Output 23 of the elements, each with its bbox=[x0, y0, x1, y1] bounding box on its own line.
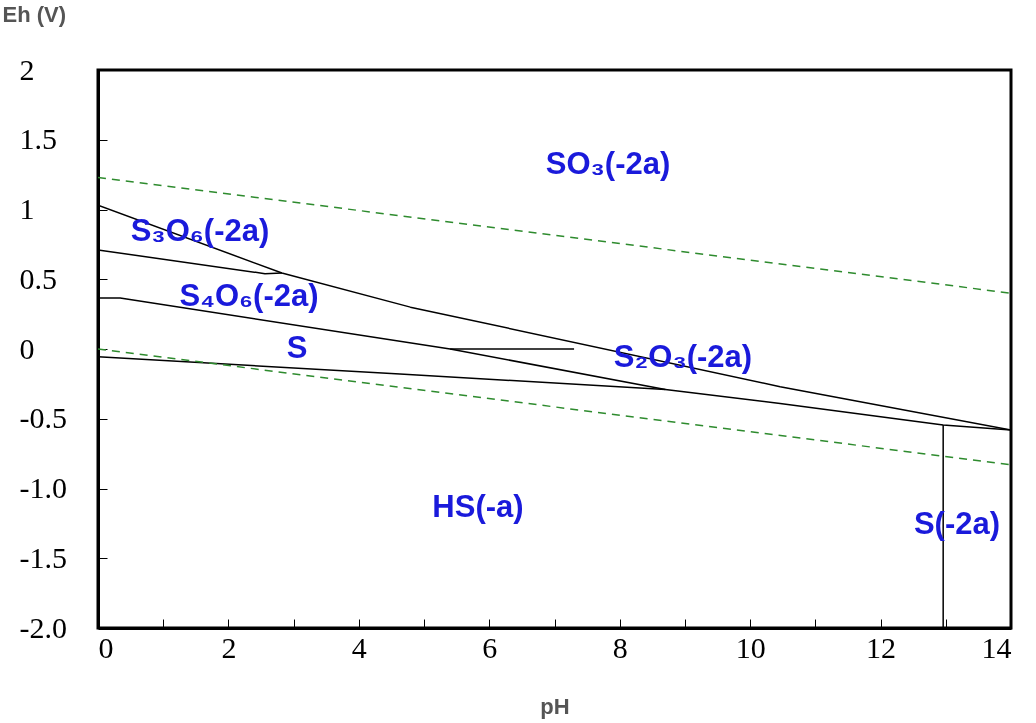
annotation: S₄O₆(-2a) bbox=[179, 278, 319, 313]
x-tick-label: 14 bbox=[981, 630, 1012, 664]
x-tick-label: 8 bbox=[612, 630, 628, 664]
x-axis-title: pH bbox=[540, 693, 570, 719]
x-tick-label: 10 bbox=[735, 630, 766, 664]
y-tick-label: -1.0 bbox=[19, 471, 67, 504]
y-tick-label: 1 bbox=[19, 192, 35, 225]
y-tick-label: 0 bbox=[19, 331, 35, 365]
x-tick-label: 12 bbox=[866, 630, 897, 664]
x-tick-label: 0 bbox=[98, 630, 114, 664]
y-tick-label: 1.5 bbox=[19, 122, 57, 156]
x-tick-label: 2 bbox=[221, 630, 237, 664]
annotation: HS(-a) bbox=[432, 489, 524, 524]
y-tick-label: 2 bbox=[19, 52, 35, 86]
annotation: S bbox=[286, 330, 308, 365]
annotation: SO₃(-2a) bbox=[545, 146, 671, 181]
y-tick-label: -1.5 bbox=[19, 540, 67, 574]
y-tick-label: -0.5 bbox=[19, 401, 67, 435]
y-tick-label: -2.0 bbox=[19, 610, 67, 644]
x-tick-label: 4 bbox=[351, 630, 367, 664]
y-tick-label: 0.5 bbox=[19, 261, 57, 295]
x-tick-label: 6 bbox=[482, 630, 498, 664]
y-axis-title: Eh (V) bbox=[2, 1, 67, 27]
